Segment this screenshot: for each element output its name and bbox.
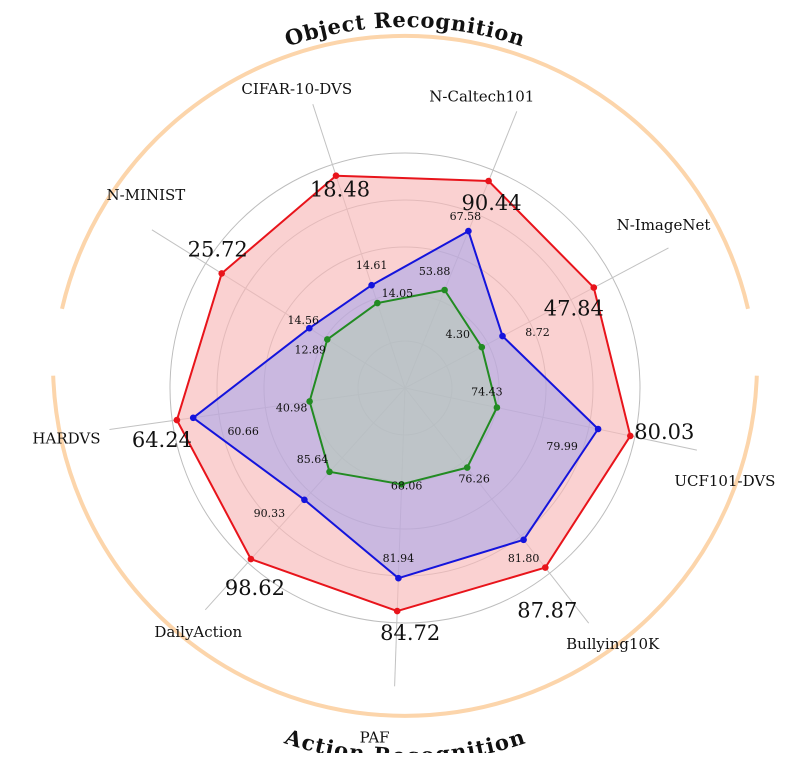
group-arcs bbox=[51, 33, 759, 718]
series-2-value-5: 90.33 bbox=[254, 507, 286, 520]
series-1-value-1: 47.84 bbox=[544, 297, 604, 321]
series-1-point-5 bbox=[247, 555, 255, 563]
series-2-value-4: 81.94 bbox=[383, 552, 415, 565]
series-2-value-1: 8.72 bbox=[525, 326, 550, 339]
series-3-value-8: 14.05 bbox=[382, 287, 414, 300]
axis-label-6: HARDVS bbox=[32, 430, 100, 448]
series-3-value-2: 74.43 bbox=[471, 386, 503, 399]
series-3-point-1 bbox=[478, 343, 486, 351]
axis-label-2: UCF101-DVS bbox=[674, 472, 775, 490]
series-1-value-8: 18.48 bbox=[310, 178, 370, 202]
series-3-value-4: 68.06 bbox=[391, 479, 423, 492]
series-2-point-5 bbox=[301, 496, 308, 504]
group-title-action-recognition: Action Recognition bbox=[281, 723, 528, 753]
series-1-point-7 bbox=[218, 270, 225, 277]
series-polygons bbox=[175, 174, 632, 613]
series-2-value-2: 79.99 bbox=[546, 440, 578, 453]
series-1-value-4: 84.72 bbox=[380, 621, 440, 645]
series-3-value-5: 85.64 bbox=[297, 453, 329, 466]
series-2-value-0: 67.58 bbox=[450, 210, 482, 223]
series-1-value-5: 98.62 bbox=[225, 576, 285, 600]
labels: N-Caltech101 N-ImageNet UCF101-DVS Bullying… bbox=[32, 80, 775, 746]
series-1-value-3: 87.87 bbox=[517, 599, 577, 623]
series-1-point-2 bbox=[627, 432, 634, 440]
axis-label-5: DailyAction bbox=[154, 623, 242, 641]
series-1-point-1 bbox=[590, 284, 598, 291]
series-2-point-8 bbox=[368, 281, 375, 289]
series-1-point-0 bbox=[485, 177, 492, 185]
series-2-value-8: 14.61 bbox=[356, 259, 388, 272]
axis-label-3: Bullying10K bbox=[566, 635, 660, 653]
series-2-point-3 bbox=[520, 536, 527, 544]
series-3-point-5 bbox=[326, 468, 333, 476]
series-1-value-2: 80.03 bbox=[634, 420, 694, 444]
series-3-point-7 bbox=[324, 336, 331, 343]
series-2-point-6 bbox=[189, 414, 197, 422]
series-2-point-1 bbox=[499, 332, 506, 340]
series-points bbox=[173, 172, 634, 615]
series-2-value-7: 14.56 bbox=[288, 314, 320, 327]
series-2-value-3: 81.80 bbox=[508, 552, 540, 565]
series-1-value-0: 90.44 bbox=[462, 191, 522, 215]
series-1-value-6: 64.24 bbox=[132, 428, 192, 452]
series-3-point-3 bbox=[463, 464, 471, 471]
series-3-area bbox=[308, 289, 498, 486]
axis-label-8: CIFAR-10-DVS bbox=[241, 80, 352, 98]
axis-label-7: N-MINIST bbox=[106, 186, 185, 204]
series-1-point-8 bbox=[332, 172, 340, 179]
series-3-point-6 bbox=[306, 398, 313, 405]
series-3-value-3: 76.26 bbox=[458, 473, 490, 486]
axis-label-4: PAF bbox=[360, 728, 390, 746]
series-3-value-7: 12.89 bbox=[295, 343, 327, 356]
series-2-point-7 bbox=[306, 324, 313, 332]
grid-circle-5 bbox=[169, 152, 641, 624]
series-3-value-0: 53.88 bbox=[419, 265, 451, 278]
series-1-value-7: 25.72 bbox=[188, 237, 248, 261]
series-1-point-4 bbox=[393, 607, 401, 615]
series-3-value-1: 4.30 bbox=[446, 328, 471, 341]
series-3-point-8 bbox=[374, 299, 381, 307]
series-2-point-2 bbox=[594, 425, 602, 433]
series-1-point-3 bbox=[542, 564, 549, 571]
series-3-point-0 bbox=[441, 286, 448, 294]
series-3-point-4 bbox=[398, 481, 405, 488]
arc-action-recognition bbox=[51, 375, 759, 718]
series-3-point-2 bbox=[493, 404, 501, 411]
series-1-point-6 bbox=[173, 416, 181, 424]
arc-object-recognition bbox=[60, 33, 750, 310]
axis-label-1: N-ImageNet bbox=[617, 216, 711, 234]
series-3-value-6: 40.98 bbox=[276, 401, 308, 414]
series-2-point-0 bbox=[465, 227, 472, 235]
series-2-point-4 bbox=[395, 574, 402, 582]
series-2-value-6: 60.66 bbox=[227, 425, 259, 438]
axis-label-0: N-Caltech101 bbox=[429, 87, 534, 105]
